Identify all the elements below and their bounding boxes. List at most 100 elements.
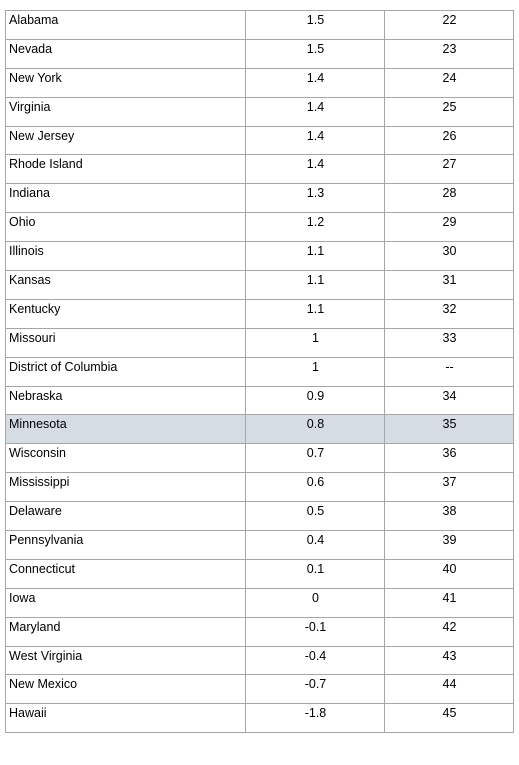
value-cell: 1.2 [245,212,385,243]
state-cell: Nebraska [5,385,246,416]
table-row: Rhode Island 1.4 27 [5,154,514,185]
state-cell: Connecticut [5,558,246,589]
value-cell: 1.4 [245,96,385,127]
table-row: Pennsylvania 0.4 39 [5,530,514,560]
state-cell: Minnesota [5,414,246,445]
value-cell: 1.4 [245,154,385,185]
table-row: Hawaii -1.8 45 [5,703,514,734]
table-row: Virginia 1.4 25 [5,96,514,127]
table-row: Nebraska 0.9 34 [5,385,514,416]
rank-cell: 28 [384,183,514,214]
rank-cell: 38 [384,501,514,532]
data-table: Alabama 1.5 22 Nevada 1.5 23 New York 1.4 24 Virg… [5,10,514,734]
value-cell: 0.7 [245,443,385,474]
value-cell: 1.5 [245,38,385,69]
value-cell: 1.5 [245,10,385,40]
table-row: Maryland -0.1 42 [5,616,514,647]
rank-cell: 37 [384,472,514,503]
table-row: West Virginia -0.4 43 [5,645,514,676]
table-row: Indiana 1.3 28 [5,183,514,214]
state-cell: Maryland [5,616,246,647]
state-cell: District of Columbia [5,356,246,387]
table-row: Alabama 1.5 22 [5,10,514,40]
state-cell: Delaware [5,501,246,532]
table-row: Iowa 0 41 [5,587,514,618]
value-cell: 1.3 [245,183,385,214]
value-cell: 1.1 [245,270,385,300]
state-cell: Kansas [5,270,246,300]
table-row: Kansas 1.1 31 [5,270,514,300]
table-row: New York 1.4 24 [5,67,514,98]
state-cell: Nevada [5,38,246,69]
state-cell: New Jersey [5,125,246,156]
rank-cell: 42 [384,616,514,647]
table-row: Minnesota 0.8 35 [5,414,514,445]
rank-cell: 44 [384,674,514,705]
value-cell: 0.4 [245,530,385,560]
value-cell: 0.1 [245,558,385,589]
rank-cell: 22 [384,10,514,40]
value-cell: 1.1 [245,298,385,329]
rank-cell: -- [384,356,514,387]
state-cell: Mississippi [5,472,246,503]
rank-cell: 41 [384,587,514,618]
table-row: Connecticut 0.1 40 [5,558,514,589]
value-cell: 1.4 [245,67,385,98]
state-cell: Kentucky [5,298,246,329]
value-cell: -1.8 [245,703,385,734]
state-cell: Indiana [5,183,246,214]
table-row: Illinois 1.1 30 [5,241,514,272]
rank-cell: 27 [384,154,514,185]
value-cell: -0.4 [245,645,385,676]
value-cell: 0.8 [245,414,385,445]
rank-cell: 36 [384,443,514,474]
rank-cell: 35 [384,414,514,445]
value-cell: 0.6 [245,472,385,503]
state-cell: Ohio [5,212,246,243]
rank-cell: 34 [384,385,514,416]
rank-cell: 25 [384,96,514,127]
table-row: New Mexico -0.7 44 [5,674,514,705]
value-cell: 0.9 [245,385,385,416]
rank-cell: 39 [384,530,514,560]
state-cell: New York [5,67,246,98]
state-cell: Wisconsin [5,443,246,474]
value-cell: 1 [245,356,385,387]
value-cell: 0 [245,587,385,618]
state-cell: Alabama [5,10,246,40]
state-cell: West Virginia [5,645,246,676]
rank-cell: 30 [384,241,514,272]
value-cell: 1 [245,327,385,358]
rank-cell: 45 [384,703,514,734]
rank-cell: 33 [384,327,514,358]
state-cell: Rhode Island [5,154,246,185]
value-cell: -0.1 [245,616,385,647]
rank-cell: 26 [384,125,514,156]
table-row: New Jersey 1.4 26 [5,125,514,156]
table-row: District of Columbia 1 -- [5,356,514,387]
state-cell: Hawaii [5,703,246,734]
value-cell: -0.7 [245,674,385,705]
state-cell: Illinois [5,241,246,272]
value-cell: 1.1 [245,241,385,272]
value-cell: 0.5 [245,501,385,532]
rank-cell: 24 [384,67,514,98]
table-row: Delaware 0.5 38 [5,501,514,532]
table-row: Missouri 1 33 [5,327,514,358]
state-cell: Iowa [5,587,246,618]
state-cell: New Mexico [5,674,246,705]
table-body: Alabama 1.5 22 Nevada 1.5 23 New York 1.4 24 Virg… [5,10,514,734]
table-row: Kentucky 1.1 32 [5,298,514,329]
rank-cell: 23 [384,38,514,69]
rank-cell: 43 [384,645,514,676]
state-cell: Pennsylvania [5,530,246,560]
table-row: Ohio 1.2 29 [5,212,514,243]
table-row: Wisconsin 0.7 36 [5,443,514,474]
table-row: Nevada 1.5 23 [5,38,514,69]
table-row: Mississippi 0.6 37 [5,472,514,503]
value-cell: 1.4 [245,125,385,156]
rank-cell: 29 [384,212,514,243]
state-cell: Virginia [5,96,246,127]
rank-cell: 31 [384,270,514,300]
